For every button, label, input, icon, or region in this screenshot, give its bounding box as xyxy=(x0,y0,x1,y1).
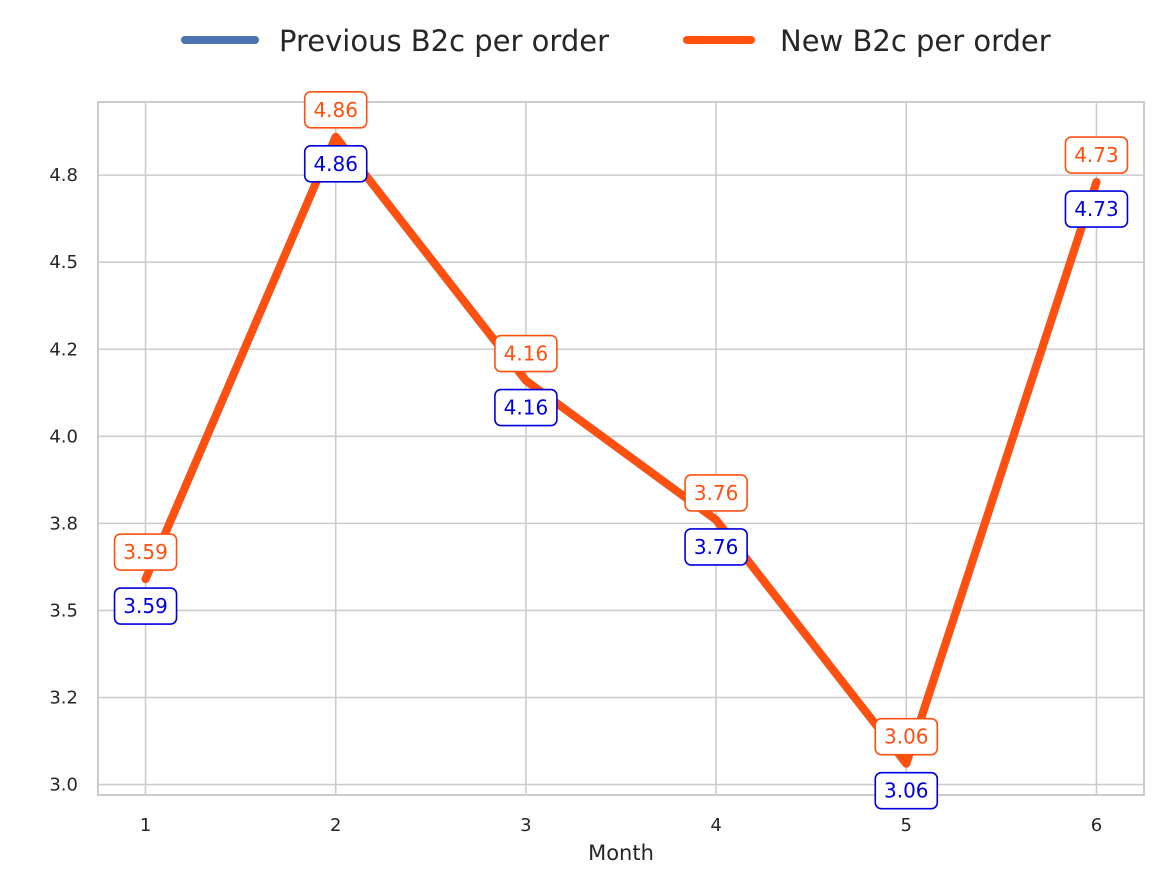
data-label-text: 3.76 xyxy=(694,535,739,559)
data-label: 4.73 xyxy=(1064,190,1129,228)
data-label: 4.16 xyxy=(494,334,558,373)
legend: Previous B2c per order New B2c per order xyxy=(181,24,1051,58)
x-tick-label: 2 xyxy=(330,815,341,836)
data-label-box xyxy=(684,474,748,512)
data-label: 3.59 xyxy=(113,587,178,625)
x-tick-label: 5 xyxy=(901,815,912,836)
data-label-box xyxy=(494,334,558,373)
y-tick-label: 3.0 xyxy=(49,775,78,796)
data-label-box xyxy=(1064,190,1129,228)
data-label-box xyxy=(113,533,178,571)
data-label: 3.06 xyxy=(874,717,939,756)
data-label: 4.73 xyxy=(1064,136,1129,174)
data-label-text: 4.16 xyxy=(504,342,549,366)
data-label-box xyxy=(874,717,939,756)
data-label-text: 4.86 xyxy=(313,98,358,122)
y-tick-label: 4.8 xyxy=(49,165,78,186)
series-line-new xyxy=(141,132,1101,768)
y-tick-label: 3.8 xyxy=(49,513,78,534)
y-tick-label: 4.0 xyxy=(49,426,78,447)
data-label-text: 3.59 xyxy=(123,540,168,564)
plot-frame xyxy=(97,101,1145,796)
data-label-text: 3.59 xyxy=(123,594,168,618)
data-label-text: 3.06 xyxy=(884,725,929,749)
x-axis-title: Month xyxy=(588,841,654,865)
plot-area: 1 2 3 4 5 6 3.0 3.2 3.5 3.8 4.0 4.2 4.5 4.8 3.59 4.86 4.… xyxy=(49,91,1145,836)
data-label-text: 3.06 xyxy=(884,779,929,803)
legend-label-previous: Previous B2c per order xyxy=(279,24,609,58)
y-tick-label: 3.5 xyxy=(49,600,78,621)
data-label: 3.59 xyxy=(113,533,178,571)
x-tick-label: 1 xyxy=(140,815,151,836)
data-label-text: 4.73 xyxy=(1074,197,1119,221)
data-label-text: 4.73 xyxy=(1074,143,1119,167)
x-tick-label: 4 xyxy=(710,815,721,836)
data-label-box xyxy=(874,771,939,810)
data-label-box xyxy=(1064,136,1129,174)
data-label: 3.76 xyxy=(684,528,748,566)
data-label: 3.06 xyxy=(874,771,939,810)
y-tick-label: 4.2 xyxy=(49,339,78,360)
data-label-text: 3.76 xyxy=(694,481,739,505)
x-tick-label: 3 xyxy=(520,815,531,836)
data-label: 3.76 xyxy=(684,474,748,512)
data-label: 4.16 xyxy=(494,388,558,427)
data-label-box xyxy=(684,528,748,566)
data-label: 4.86 xyxy=(303,91,368,129)
data-label-box xyxy=(303,91,368,129)
data-label-box xyxy=(303,145,368,183)
legend-label-new: New B2c per order xyxy=(780,24,1051,58)
data-label-box xyxy=(113,587,178,625)
data-label: 4.86 xyxy=(303,145,368,183)
data-label-text: 4.86 xyxy=(313,152,358,176)
y-tick-label: 4.5 xyxy=(49,252,78,273)
data-label-text: 4.16 xyxy=(504,396,549,420)
data-label-box xyxy=(494,388,558,427)
y-tick-label: 3.2 xyxy=(49,687,78,708)
x-tick-label: 6 xyxy=(1091,815,1102,836)
